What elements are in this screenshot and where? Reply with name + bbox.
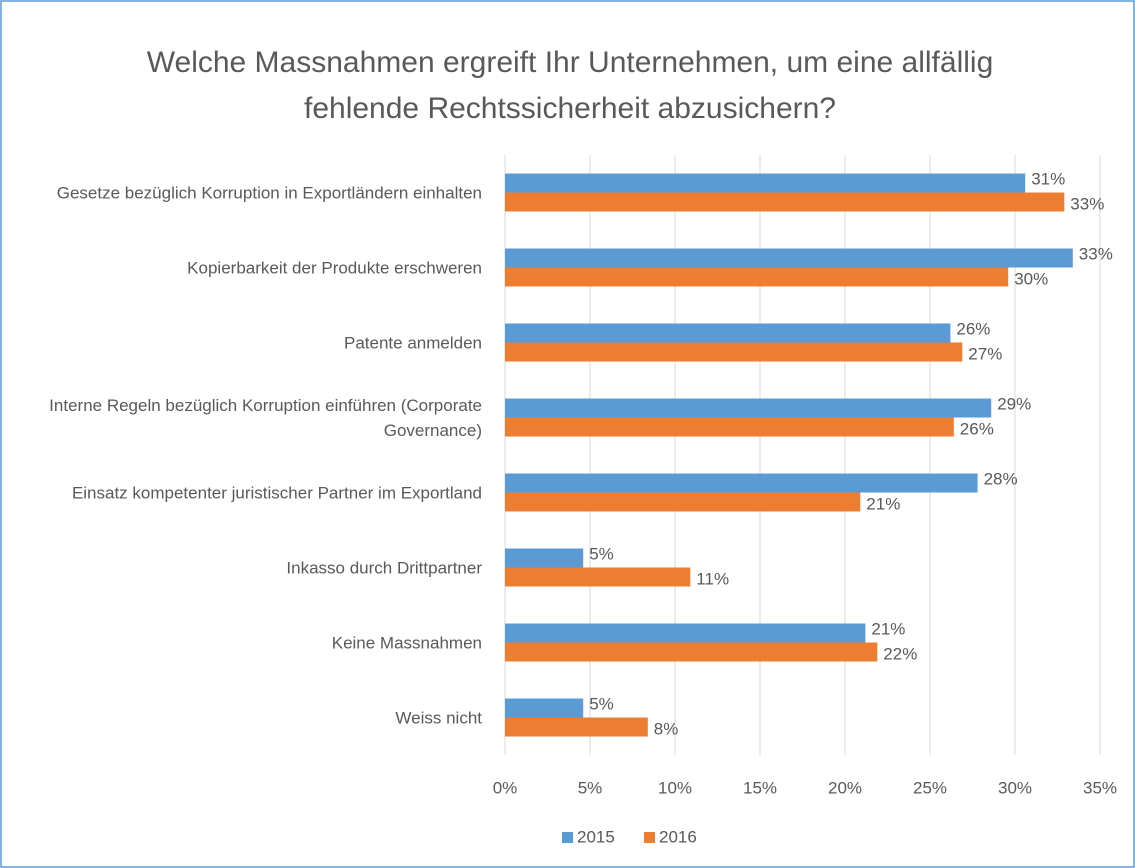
data-label: 21% xyxy=(871,619,905,638)
y-tick-label: Kopierbarkeit der Produkte erschweren xyxy=(187,258,482,277)
x-tick-label: 25% xyxy=(913,778,947,797)
legend-label: 2015 xyxy=(577,827,615,846)
bar xyxy=(505,492,861,512)
y-tick-label: Einsatz kompetenter juristischer Partner… xyxy=(71,483,482,502)
y-tick-label: Inkasso durch Drittpartner xyxy=(286,558,482,577)
bar xyxy=(505,698,584,718)
bar xyxy=(505,192,1065,212)
bar xyxy=(505,342,963,362)
y-tick-label: Weiss nicht xyxy=(395,708,482,727)
bar xyxy=(505,398,992,418)
x-tick-label: 10% xyxy=(658,778,692,797)
x-tick-label: 35% xyxy=(1083,778,1117,797)
data-label: 8% xyxy=(654,719,679,738)
data-label: 30% xyxy=(1014,269,1048,288)
x-tick-label: 15% xyxy=(743,778,777,797)
bar xyxy=(505,267,1009,287)
data-label: 33% xyxy=(1070,194,1104,213)
y-tick-label: Patente anmelden xyxy=(344,333,482,352)
bar xyxy=(505,323,951,343)
data-label: 33% xyxy=(1079,244,1113,263)
data-label: 27% xyxy=(968,344,1002,363)
chart-title: Welche Massnahmen ergreift Ihr Unternehm… xyxy=(146,46,994,125)
y-tick-label: Gesetze bezüglich Korruption in Exportlä… xyxy=(56,183,482,202)
data-label: 22% xyxy=(883,644,917,663)
bar xyxy=(505,417,954,437)
legend-swatch xyxy=(644,832,655,843)
data-label: 5% xyxy=(589,544,614,563)
x-tick-label: 20% xyxy=(828,778,862,797)
data-label: 21% xyxy=(866,494,900,513)
data-label: 26% xyxy=(960,419,994,438)
bar xyxy=(505,623,866,643)
data-label: 26% xyxy=(956,319,990,338)
bar xyxy=(505,642,878,662)
bar xyxy=(505,248,1073,268)
legend-label: 2016 xyxy=(659,827,697,846)
data-label: 5% xyxy=(589,694,614,713)
bar xyxy=(505,173,1026,193)
x-tick-label: 0% xyxy=(493,778,518,797)
y-tick-label: Keine Massnahmen xyxy=(331,633,482,652)
bar xyxy=(505,567,691,587)
y-tick-label: Interne Regeln bezüglich Korruption einf… xyxy=(49,395,482,440)
bar xyxy=(505,717,648,737)
data-label: 29% xyxy=(997,394,1031,413)
data-label: 28% xyxy=(984,469,1018,488)
x-tick-label: 5% xyxy=(578,778,603,797)
data-label: 31% xyxy=(1031,169,1065,188)
x-tick-label: 30% xyxy=(998,778,1032,797)
bar xyxy=(505,548,584,568)
legend-swatch xyxy=(562,832,573,843)
data-label: 11% xyxy=(696,569,729,588)
bar xyxy=(505,473,978,493)
